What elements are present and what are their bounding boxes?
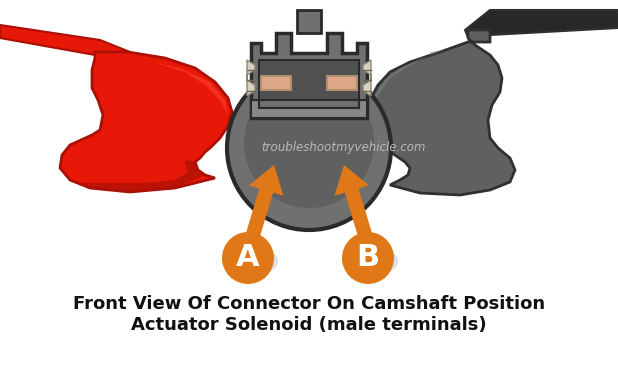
Polygon shape	[247, 60, 255, 96]
Polygon shape	[60, 52, 232, 192]
Polygon shape	[0, 25, 130, 62]
Polygon shape	[245, 165, 284, 240]
Ellipse shape	[342, 245, 398, 277]
Circle shape	[222, 232, 274, 284]
Circle shape	[227, 66, 391, 230]
Text: Front View Of Connector On Camshaft Position: Front View Of Connector On Camshaft Posi…	[73, 295, 545, 313]
Polygon shape	[130, 58, 228, 115]
Ellipse shape	[222, 245, 278, 277]
Polygon shape	[80, 160, 205, 192]
Polygon shape	[297, 10, 321, 33]
Polygon shape	[465, 10, 618, 42]
Circle shape	[244, 78, 374, 208]
FancyBboxPatch shape	[261, 76, 291, 90]
Text: Actuator Solenoid (male terminals): Actuator Solenoid (male terminals)	[131, 316, 487, 334]
Circle shape	[342, 232, 394, 284]
Polygon shape	[251, 33, 367, 118]
Text: troubleshootmyvehicle.com: troubleshootmyvehicle.com	[262, 141, 426, 154]
Text: A: A	[236, 243, 260, 273]
Polygon shape	[259, 60, 359, 100]
Polygon shape	[368, 30, 515, 195]
Polygon shape	[251, 100, 367, 118]
Polygon shape	[363, 60, 371, 96]
Text: B: B	[357, 243, 379, 273]
Polygon shape	[334, 165, 373, 240]
Polygon shape	[372, 50, 445, 110]
FancyBboxPatch shape	[327, 76, 357, 90]
